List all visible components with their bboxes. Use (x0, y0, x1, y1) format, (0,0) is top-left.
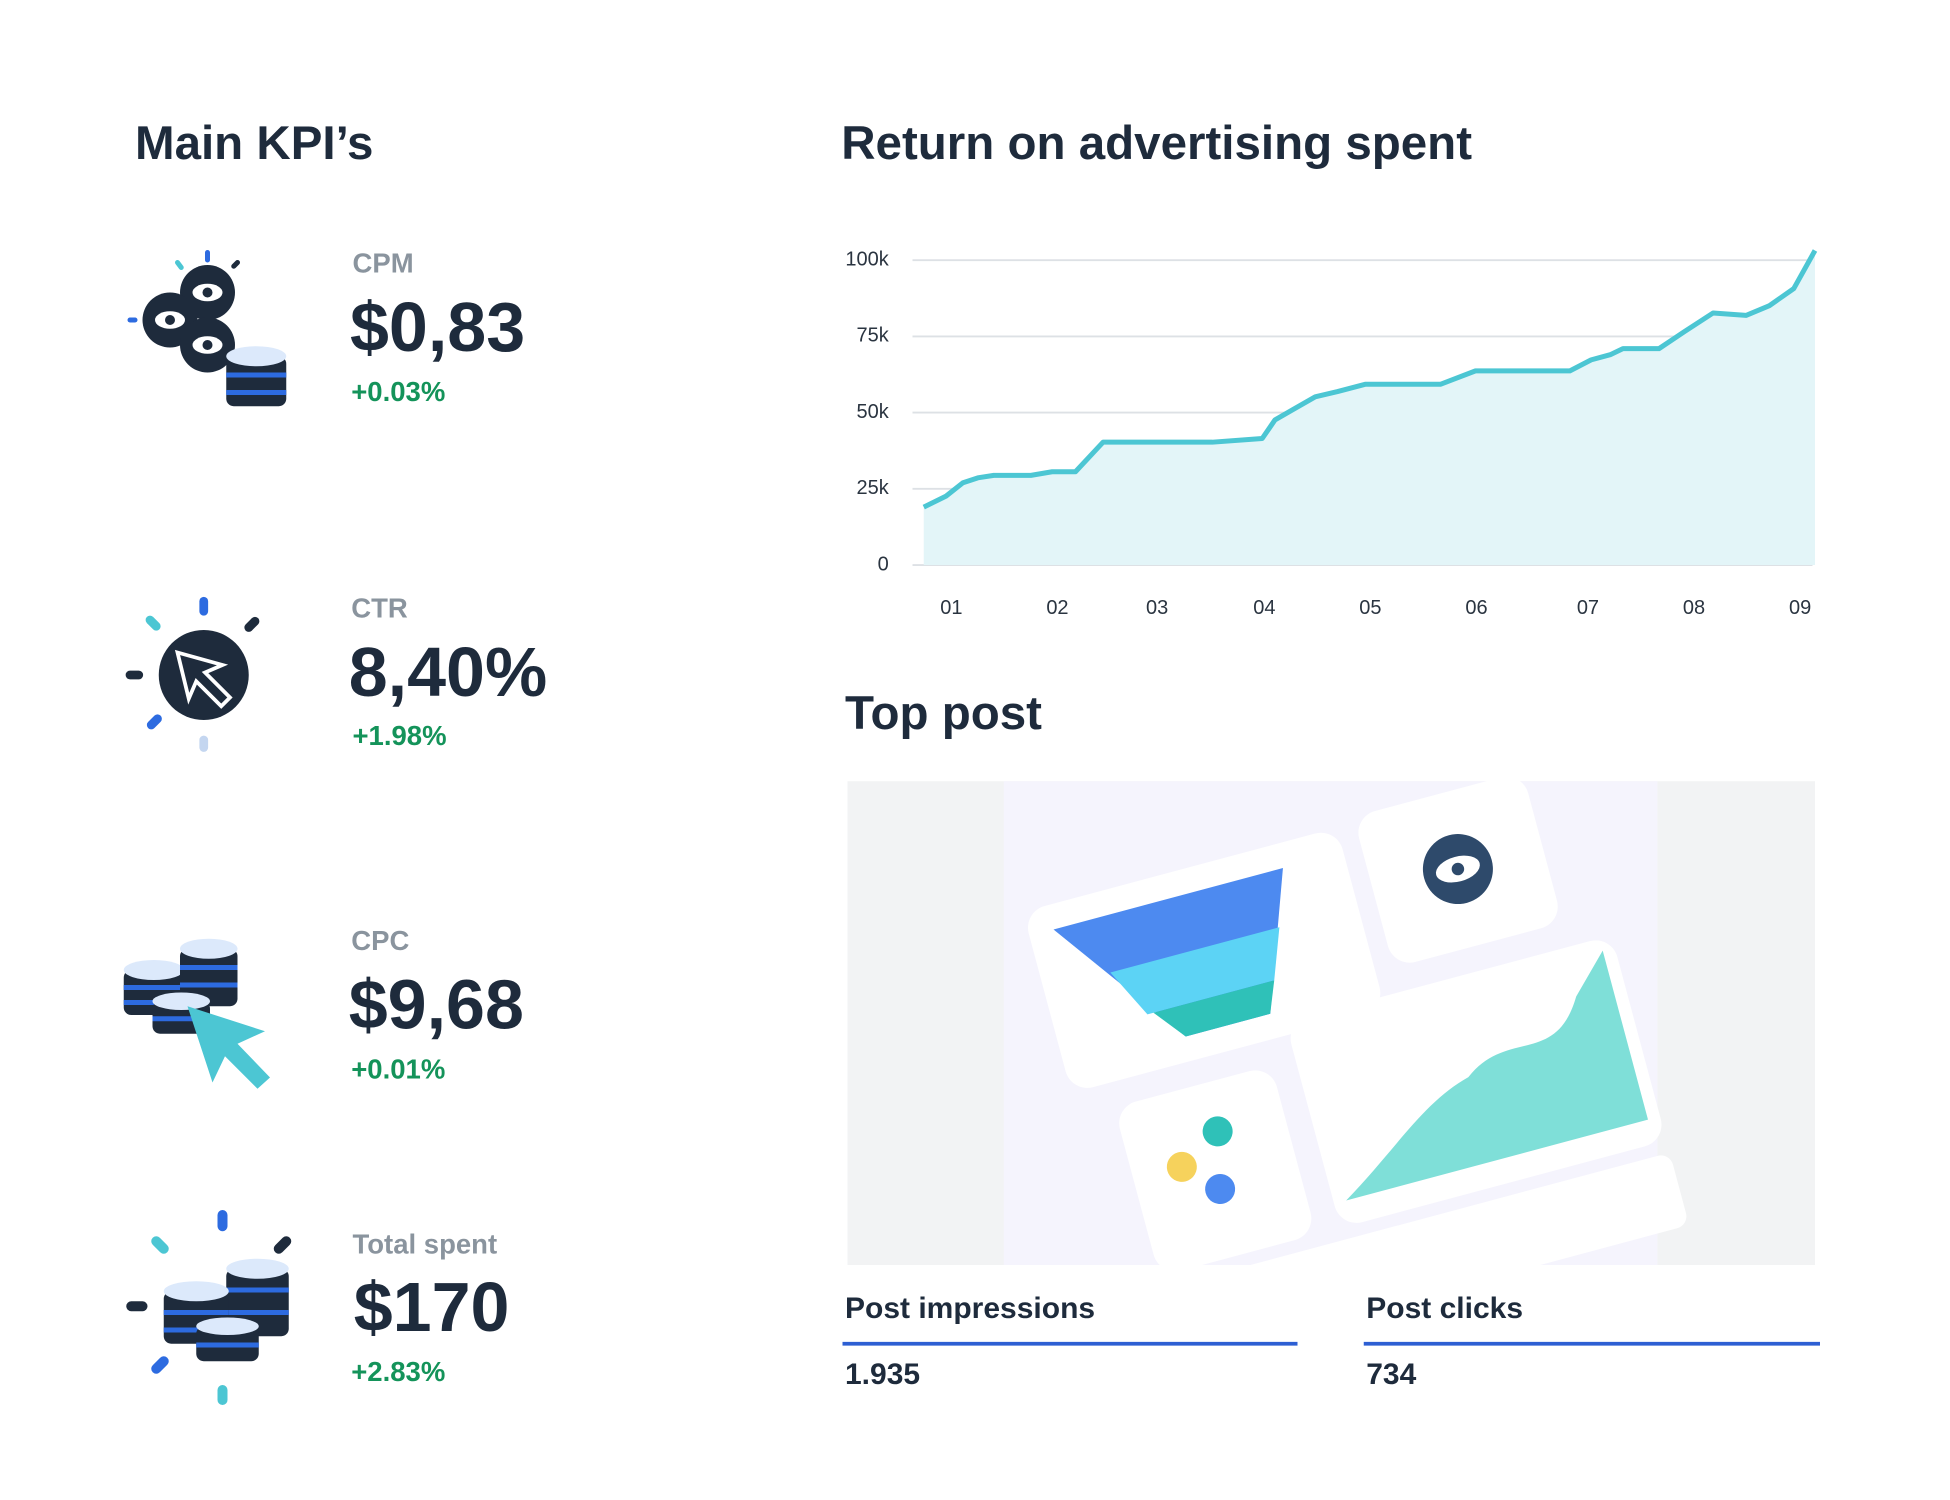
x-tick-label: 02 (1046, 597, 1068, 619)
metric-value: 1.935 (845, 1358, 920, 1391)
y-tick-label: 75k (857, 325, 890, 347)
metric-label: Post impressions (845, 1292, 1095, 1325)
y-tick-label: 100k (845, 249, 889, 271)
kpi-label: Total spent (353, 1229, 498, 1260)
x-tick-label: 04 (1253, 597, 1275, 619)
section-title: Main KPI’s (135, 117, 373, 170)
metric-label: Post clicks (1366, 1292, 1523, 1325)
chart: 0 25k 50k 75k 100k 01 02 03 04 05 06 07 08 09 (845, 249, 1818, 619)
kpi-change: +2.83% (351, 1356, 445, 1387)
line (922, 249, 1818, 510)
kpi-change: +0.03% (351, 376, 445, 407)
x-tick-label: 05 (1359, 597, 1381, 619)
x-tick-label: 06 (1465, 597, 1487, 619)
kpi-label: CTR (351, 592, 408, 623)
cpm-icon (127, 250, 287, 407)
cpc-icon (123, 938, 270, 1089)
ctr-icon (125, 596, 260, 752)
kpi-label: CPM (353, 247, 414, 278)
kpi-value: $0,83 (350, 288, 525, 366)
area (923, 250, 1815, 565)
x-tick-label: 07 (1577, 597, 1599, 619)
kpi-change: +1.98% (353, 720, 447, 751)
y-tick-label: 0 (878, 553, 889, 575)
x-tick-label: 01 (940, 597, 962, 619)
x-tick-label: 09 (1789, 597, 1811, 619)
kpi-change: +0.01% (351, 1054, 445, 1085)
kpi-value: 8,40% (349, 633, 547, 711)
kpi-value: $170 (354, 1268, 510, 1346)
chart-title: Return on advertising spent (841, 117, 1472, 170)
total-spent-icon (126, 1210, 292, 1405)
section-title: Top post (845, 687, 1042, 740)
post-image (847, 776, 1815, 1346)
y-tick-label: 25k (857, 477, 890, 499)
kpi-value: $9,68 (349, 965, 524, 1043)
x-tick-label: 03 (1146, 597, 1168, 619)
kpi-label: CPC (351, 925, 409, 956)
metric-value: 734 (1366, 1358, 1416, 1391)
x-tick-label: 08 (1683, 597, 1705, 619)
y-tick-label: 50k (857, 401, 890, 423)
